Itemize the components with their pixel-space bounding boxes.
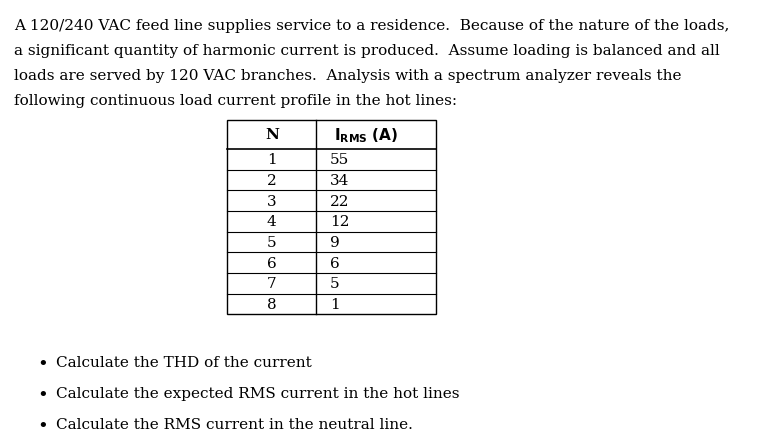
Text: 22: 22 (330, 194, 349, 208)
Text: 6: 6 (330, 256, 340, 270)
Text: 4: 4 (267, 215, 277, 229)
Text: N: N (265, 128, 278, 142)
Text: 5: 5 (267, 236, 277, 249)
Text: 55: 55 (330, 153, 349, 167)
Text: 8: 8 (267, 298, 277, 311)
Text: 2: 2 (267, 174, 277, 187)
Text: Calculate the THD of the current: Calculate the THD of the current (56, 355, 311, 369)
Text: following continuous load current profile in the hot lines:: following continuous load current profil… (14, 94, 457, 108)
Text: 6: 6 (267, 256, 277, 270)
Text: 5: 5 (330, 277, 339, 291)
Text: 1: 1 (267, 153, 277, 167)
Text: 12: 12 (330, 215, 349, 229)
Text: •: • (37, 386, 48, 404)
Text: A 120/240 VAC feed line supplies service to a residence.  Because of the nature : A 120/240 VAC feed line supplies service… (14, 19, 729, 33)
Text: •: • (37, 355, 48, 373)
Text: 1: 1 (330, 298, 340, 311)
Bar (227, 120, 436, 315)
Text: Calculate the expected RMS current in the hot lines: Calculate the expected RMS current in th… (56, 386, 459, 399)
Text: loads are served by 120 VAC branches.  Analysis with a spectrum analyzer reveals: loads are served by 120 VAC branches. An… (14, 69, 682, 83)
Text: a significant quantity of harmonic current is produced.  Assume loading is balan: a significant quantity of harmonic curre… (14, 44, 719, 58)
Text: $\mathbf{I}_{\mathbf{RMS}}$ $\mathbf{(A)}$: $\mathbf{I}_{\mathbf{RMS}}$ $\mathbf{(A)… (335, 126, 399, 144)
Text: 9: 9 (330, 236, 340, 249)
Text: Calculate the RMS current in the neutral line.: Calculate the RMS current in the neutral… (56, 417, 412, 430)
Text: •: • (37, 417, 48, 430)
Text: 34: 34 (330, 174, 349, 187)
Text: 7: 7 (267, 277, 277, 291)
Text: 3: 3 (267, 194, 277, 208)
